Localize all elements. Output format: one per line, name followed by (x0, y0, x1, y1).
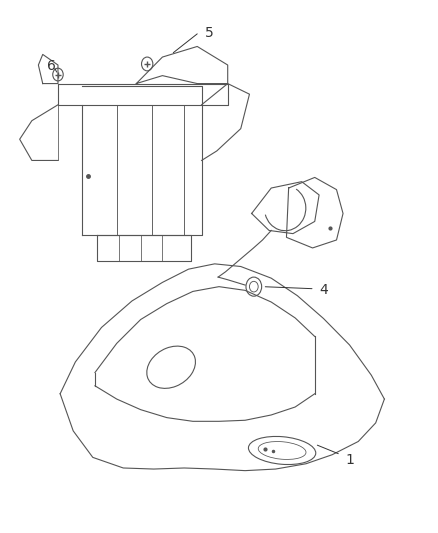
Text: 6: 6 (47, 59, 56, 73)
Text: 1: 1 (345, 453, 354, 467)
Text: 5: 5 (205, 26, 213, 40)
Circle shape (246, 277, 261, 296)
Text: 4: 4 (319, 284, 328, 297)
